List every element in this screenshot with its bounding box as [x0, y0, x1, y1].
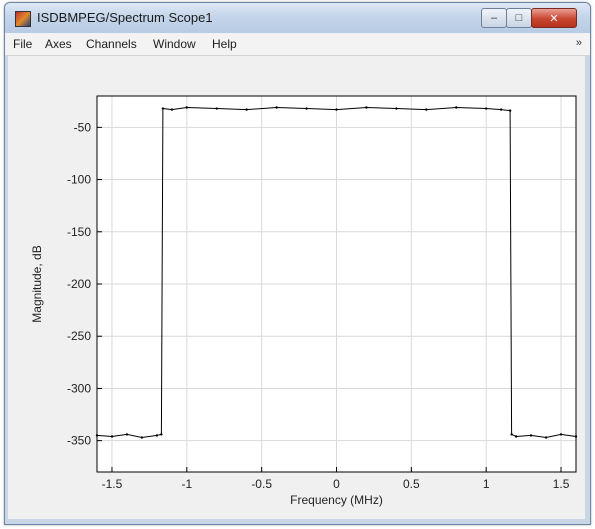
data-point-20	[508, 109, 512, 112]
data-point-14	[365, 106, 368, 109]
data-point-9	[215, 107, 218, 110]
data-point-13	[335, 108, 338, 111]
y-tick-label-6: -350	[67, 434, 91, 448]
data-point-21	[510, 433, 513, 436]
x-tick-label-6: 1.5	[553, 477, 570, 491]
data-point-15	[395, 107, 398, 110]
menu-file[interactable]: File	[13, 37, 33, 51]
data-point-8	[185, 106, 189, 109]
y-tick-label-3: -200	[67, 277, 91, 291]
menu-bar: File Axes Channels Window Help »	[5, 33, 590, 56]
x-tick-label-1: -1	[181, 477, 192, 491]
x-axis-label: Frequency (MHz)	[290, 493, 383, 507]
data-point-2	[125, 433, 129, 436]
data-point-19	[499, 108, 503, 111]
y-axis-label: Magnitude, dB	[30, 245, 44, 322]
scope-window: ISDBMPEG/Spectrum Scope1 – □ ✕ File Axes…	[4, 2, 591, 525]
x-tick-label-3: 0	[333, 477, 340, 491]
data-point-10	[245, 108, 248, 111]
minimize-button[interactable]: –	[481, 8, 507, 28]
close-icon: ✕	[549, 12, 559, 25]
data-point-18	[484, 107, 488, 110]
y-tick-label-0: -50	[74, 120, 92, 134]
menu-help[interactable]: Help	[212, 37, 237, 51]
menu-window[interactable]: Window	[153, 37, 196, 51]
menu-overflow-icon[interactable]: »	[575, 37, 582, 49]
y-tick-label-4: -250	[67, 329, 91, 343]
maximize-icon: □	[515, 12, 523, 24]
y-tick-label-2: -150	[67, 225, 91, 239]
window-title: ISDBMPEG/Spectrum Scope1	[37, 10, 213, 25]
x-tick-label-5: 1	[483, 477, 490, 491]
close-button[interactable]: ✕	[531, 8, 577, 28]
data-point-22	[514, 435, 518, 438]
data-point-6	[161, 107, 165, 110]
data-point-3	[140, 436, 144, 439]
menu-axes[interactable]: Axes	[45, 37, 72, 51]
data-point-16	[425, 108, 428, 111]
data-point-24	[544, 436, 548, 439]
x-tick-label-2: -0.5	[251, 477, 272, 491]
data-point-23	[529, 434, 533, 437]
title-bar[interactable]: ISDBMPEG/Spectrum Scope1 – □ ✕	[5, 3, 590, 33]
figure-area: -1.5 -1 -0.5 0 0.5 1 1.5 -50 -100 -150 -200 -250 -30…	[8, 56, 585, 519]
y-tick-label-1: -100	[67, 173, 91, 187]
maximize-button[interactable]: □	[506, 8, 532, 28]
data-point-1	[110, 435, 114, 438]
y-tick-label-5: -300	[67, 381, 91, 395]
data-point-5	[160, 433, 163, 436]
data-point-7	[170, 108, 174, 111]
matlab-figure-icon[interactable]	[15, 11, 31, 27]
minimize-icon: –	[490, 12, 498, 24]
data-point-11	[275, 106, 278, 109]
data-point-25	[559, 433, 563, 436]
data-point-12	[305, 107, 308, 110]
data-point-17	[455, 106, 458, 109]
x-tick-label-0: -1.5	[102, 477, 123, 491]
menu-channels[interactable]: Channels	[86, 37, 137, 51]
spectrum-plot[interactable]: -1.5 -1 -0.5 0 0.5 1 1.5 -50 -100 -150 -200 -250 -30…	[8, 56, 585, 519]
data-point-4	[155, 434, 159, 437]
x-tick-label-4: 0.5	[403, 477, 420, 491]
